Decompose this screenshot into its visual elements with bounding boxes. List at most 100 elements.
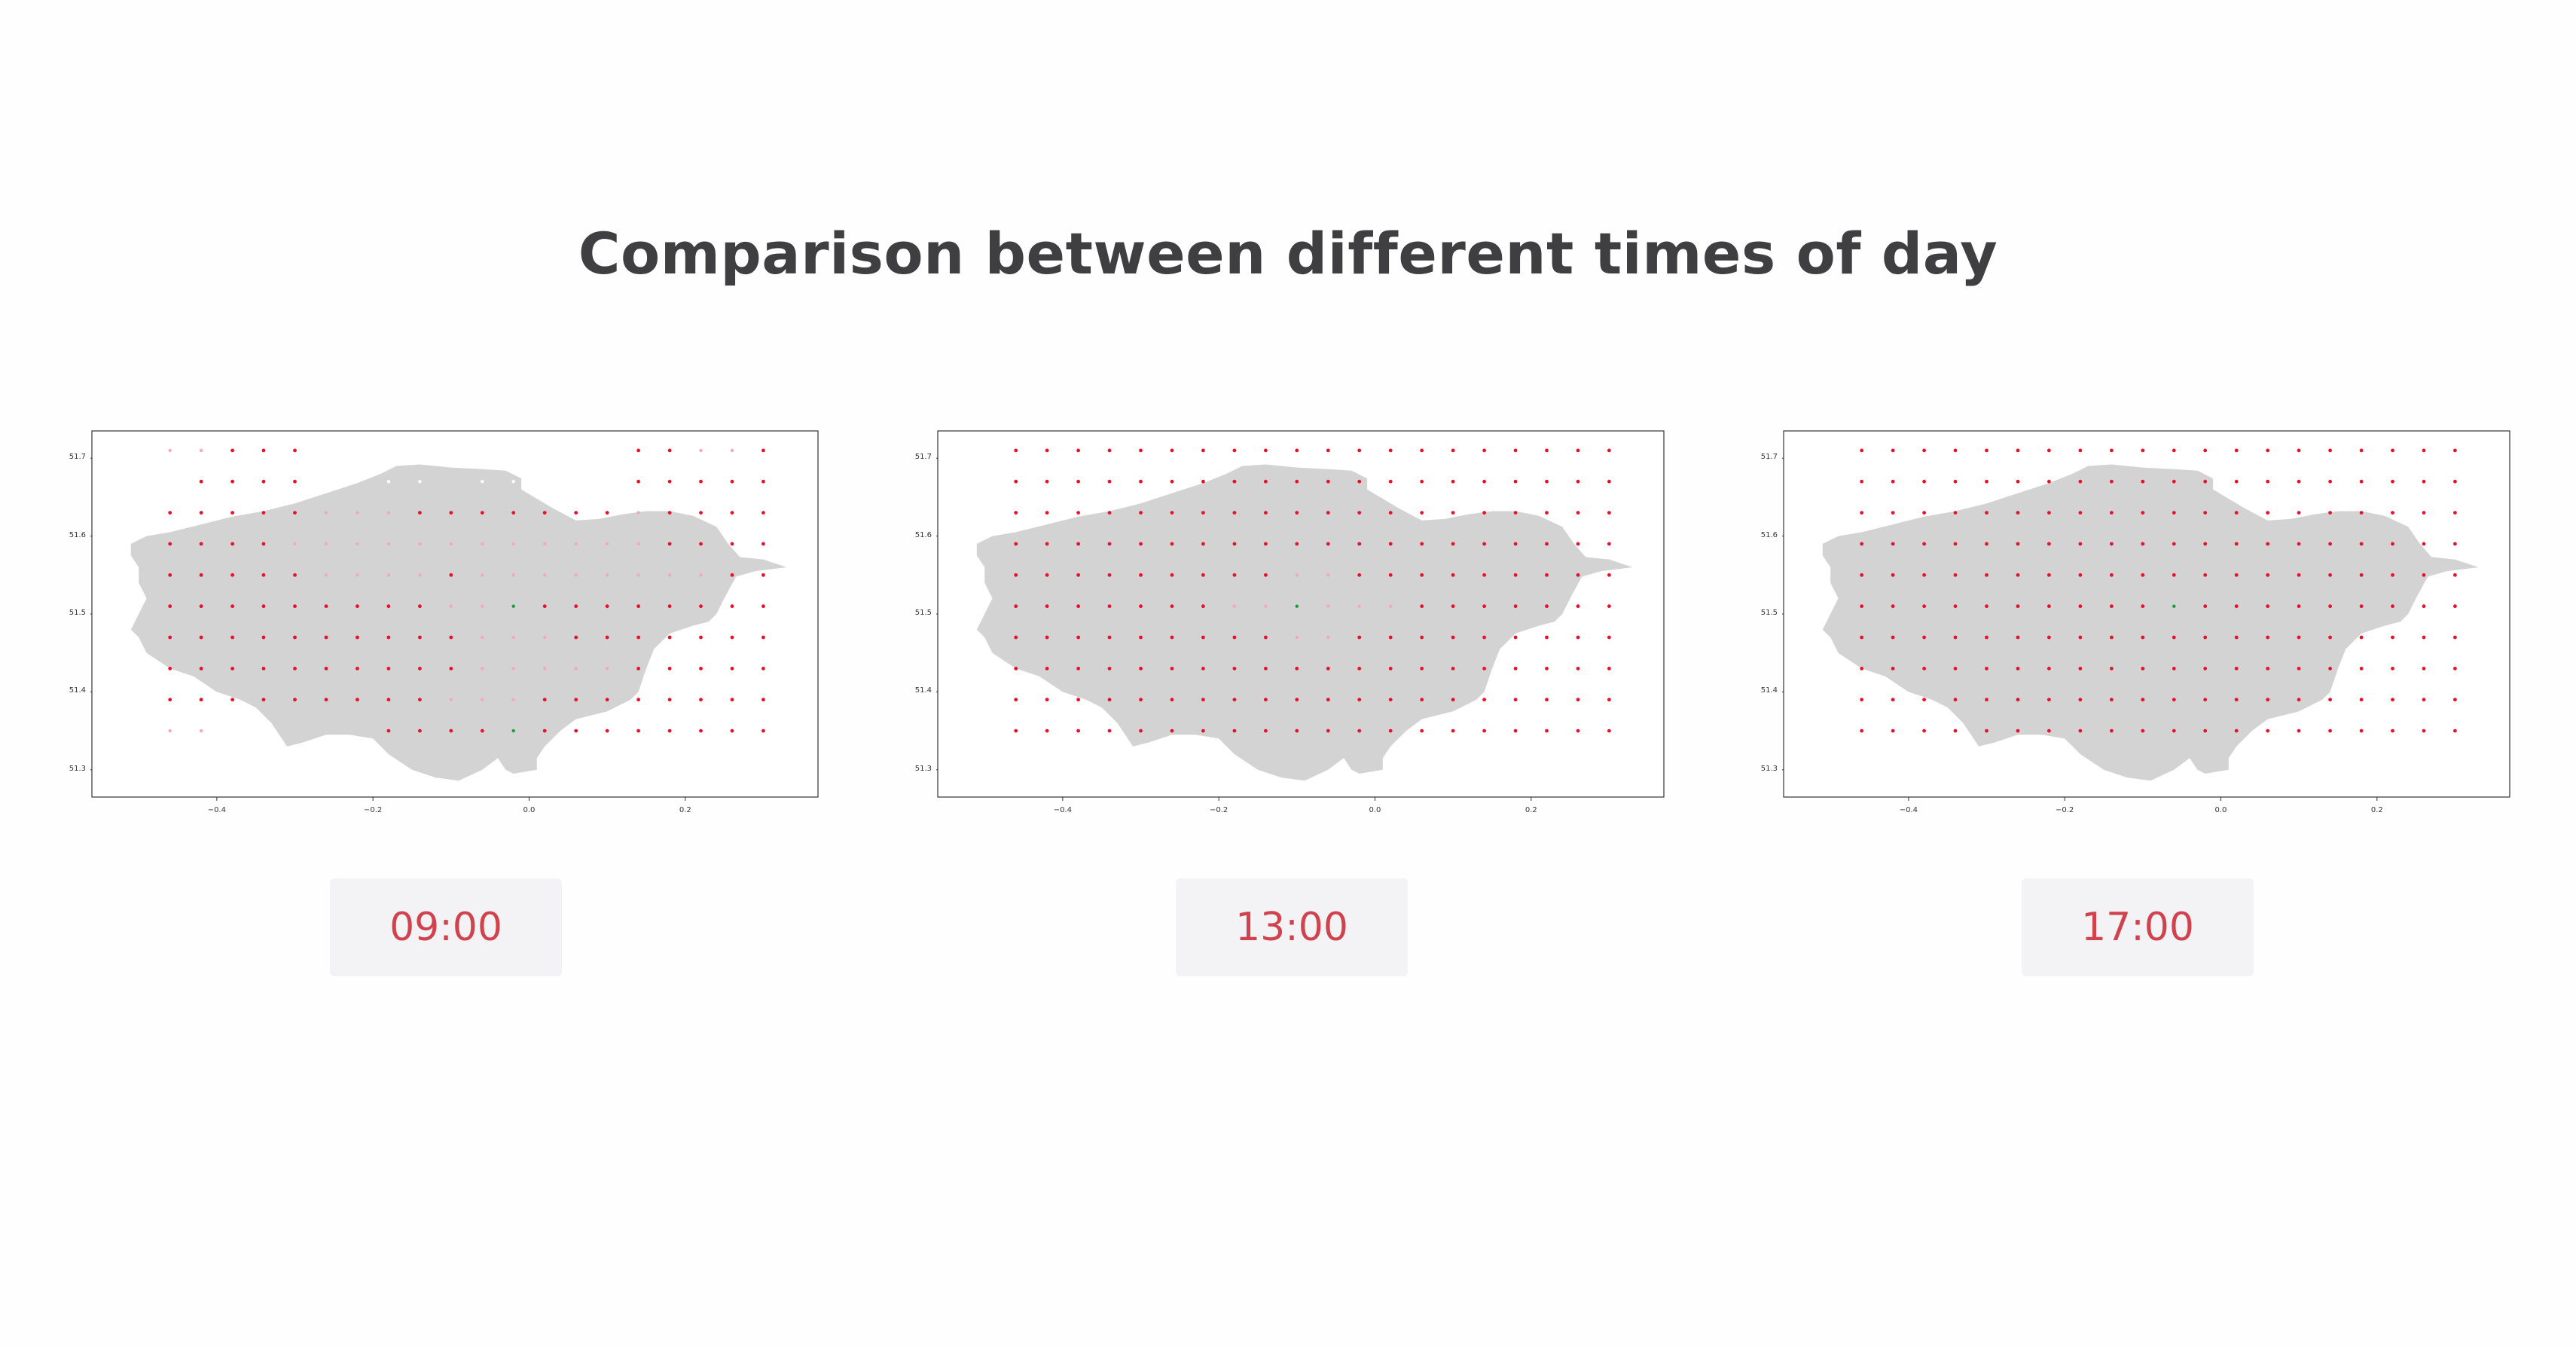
data-point <box>1326 448 1330 453</box>
data-point <box>1891 448 1895 453</box>
data-point <box>230 542 234 546</box>
data-point <box>2203 479 2208 484</box>
data-point <box>1264 635 1268 640</box>
y-tick-label: 51.6 <box>914 530 932 539</box>
data-point <box>574 573 578 577</box>
data-point <box>324 635 328 640</box>
data-point <box>168 542 172 546</box>
data-point <box>542 728 547 733</box>
data-point <box>667 511 672 515</box>
data-point <box>1107 667 1112 670</box>
data-point <box>2266 698 2270 702</box>
data-point <box>2172 667 2176 670</box>
data-point <box>1076 604 1080 609</box>
data-point <box>636 479 640 484</box>
data-point <box>2047 728 2051 733</box>
data-point <box>1232 479 1237 484</box>
data-point <box>1545 479 1549 484</box>
data-point <box>1107 542 1112 546</box>
map-chart-1700: −0.4 −0.2 0.0 0.2 <box>1782 430 2510 814</box>
data-point <box>667 448 672 453</box>
data-point <box>1388 511 1393 515</box>
data-point <box>1420 511 1424 515</box>
data-point <box>2047 479 2051 484</box>
data-point <box>1860 542 1864 546</box>
data-point <box>1513 667 1518 670</box>
data-point <box>1232 573 1237 577</box>
data-point <box>293 511 297 515</box>
data-point <box>449 667 453 670</box>
data-point <box>574 511 578 515</box>
data-point <box>2266 573 2270 577</box>
data-point <box>2391 698 2394 702</box>
data-point <box>574 542 578 546</box>
data-point <box>2078 573 2083 577</box>
y-tick-label: 51.3 <box>914 764 932 773</box>
data-point <box>356 542 359 546</box>
data-point <box>1357 479 1362 484</box>
data-point <box>762 542 765 546</box>
data-point <box>1482 728 1486 733</box>
x-tick-label: 0.0 <box>2215 806 2227 814</box>
x-tick-label: −0.2 <box>364 806 382 814</box>
data-point <box>1922 728 1926 733</box>
data-point <box>1576 604 1580 609</box>
data-point <box>2266 667 2270 670</box>
data-point <box>543 635 547 640</box>
y-tick-label: 51.6 <box>69 530 86 539</box>
data-point <box>2328 479 2332 484</box>
data-point <box>230 667 234 670</box>
data-point <box>386 573 391 577</box>
data-point <box>1045 573 1049 577</box>
data-point <box>2110 542 2114 546</box>
data-point <box>1451 511 1455 515</box>
data-point <box>762 479 765 484</box>
data-point <box>1451 479 1455 484</box>
data-point <box>699 728 703 733</box>
data-point <box>605 698 609 702</box>
data-point <box>699 542 703 546</box>
data-point <box>2016 511 2020 515</box>
data-point <box>511 511 516 515</box>
data-point <box>168 667 172 670</box>
data-point <box>511 728 515 733</box>
data-point <box>2297 728 2301 733</box>
data-point <box>1232 635 1237 640</box>
data-point <box>1482 635 1486 640</box>
data-point <box>2453 542 2457 546</box>
data-point <box>1891 667 1895 670</box>
data-point <box>1953 479 1958 484</box>
data-point <box>1326 479 1330 484</box>
data-point <box>324 480 328 484</box>
data-point <box>168 698 172 702</box>
data-point <box>199 542 203 546</box>
data-point <box>1482 511 1486 515</box>
data-point <box>2016 448 2020 453</box>
data-point <box>1513 604 1518 609</box>
data-point <box>511 698 515 701</box>
data-point <box>2422 448 2426 453</box>
data-point <box>2078 542 2083 546</box>
data-point <box>762 448 765 453</box>
y-tick-label: 51.5 <box>1760 609 1778 617</box>
data-point <box>1513 511 1518 515</box>
data-point <box>480 511 484 515</box>
data-point <box>2359 448 2364 453</box>
data-point <box>1139 479 1143 484</box>
data-point <box>324 511 328 515</box>
time-label-1300: 13:00 <box>1176 878 1408 976</box>
data-point <box>762 728 765 733</box>
data-point <box>1232 728 1237 733</box>
data-point <box>230 511 234 515</box>
data-point <box>261 573 266 577</box>
data-point <box>605 604 609 609</box>
data-point <box>1451 573 1455 577</box>
data-point <box>418 667 422 670</box>
data-point <box>1860 573 1864 577</box>
data-point <box>511 573 515 577</box>
data-point <box>2422 728 2426 733</box>
data-point <box>356 573 359 577</box>
data-point <box>1922 604 1926 609</box>
data-point <box>1388 728 1393 733</box>
data-point <box>667 635 672 640</box>
